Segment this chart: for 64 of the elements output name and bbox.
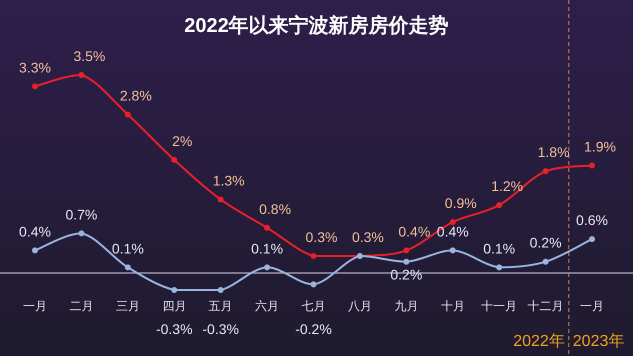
x-tick-label: 四月 <box>162 299 186 313</box>
x-tick-label: 七月 <box>302 299 326 313</box>
data-label: 0.3% <box>352 229 384 246</box>
point <box>403 247 410 254</box>
point <box>171 156 178 163</box>
data-label: 0.4% <box>436 223 469 240</box>
data-label: 0.7% <box>65 206 98 222</box>
x-tick-label: 六月 <box>255 299 280 313</box>
x-tick-label: 九月 <box>394 299 418 313</box>
point <box>124 264 131 270</box>
data-label: 0.1% <box>251 240 284 256</box>
x-tick-label: 十月 <box>440 299 465 313</box>
point <box>264 264 270 270</box>
x-tick-label: 二月 <box>69 299 94 313</box>
x-tick-label: 八月 <box>348 299 372 313</box>
point <box>542 258 549 265</box>
point <box>264 224 270 231</box>
data-label: 0.9% <box>444 195 477 212</box>
data-label: 0.3% <box>306 229 338 246</box>
point <box>218 287 224 293</box>
point <box>542 168 549 174</box>
point <box>589 236 595 242</box>
data-label: 2% <box>172 132 192 149</box>
point <box>450 219 456 226</box>
x-tick-label: 五月 <box>208 299 233 313</box>
data-label: 1.9% <box>584 138 616 155</box>
point <box>496 264 502 270</box>
data-label: -0.3% <box>156 321 193 337</box>
text: 2023年 <box>572 333 624 350</box>
point <box>171 287 178 293</box>
point <box>124 112 131 118</box>
point <box>78 72 84 78</box>
data-label: 1.8% <box>538 144 570 160</box>
data-label: 0.1% <box>483 240 516 256</box>
point <box>310 281 316 288</box>
point <box>589 162 595 169</box>
x-tick-label: 一月 <box>23 299 47 313</box>
data-label: -0.2% <box>295 321 332 337</box>
data-label: 0.2% <box>530 234 562 251</box>
data-label: 2.8% <box>120 88 152 104</box>
point <box>32 247 38 254</box>
data-label: 3.5% <box>73 48 106 64</box>
x-tick-label: 一月 <box>580 299 604 313</box>
point <box>218 196 224 202</box>
point <box>32 83 38 90</box>
text: 2022年 <box>513 333 565 350</box>
data-label: 0.6% <box>576 212 608 228</box>
x-tick-label: 三月 <box>116 299 140 313</box>
data-label: 1.3% <box>212 172 245 188</box>
point <box>496 202 502 208</box>
data-label: 1.2% <box>491 178 524 194</box>
data-label: 0.8% <box>259 200 292 217</box>
point <box>78 230 84 236</box>
data-label: 0.4% <box>19 223 51 240</box>
point <box>450 247 456 254</box>
point <box>403 258 410 265</box>
data-label: 0.4% <box>398 223 430 240</box>
chart-title: 2022年以来宁波新房房价走势 <box>184 14 449 37</box>
data-label: 0.1% <box>112 240 144 256</box>
data-label: 3.3% <box>19 59 51 76</box>
x-tick-label: 十一月 <box>481 299 518 313</box>
x-tick-label: 十二月 <box>528 299 564 313</box>
point <box>310 253 316 260</box>
data-label: -0.3% <box>202 321 239 337</box>
